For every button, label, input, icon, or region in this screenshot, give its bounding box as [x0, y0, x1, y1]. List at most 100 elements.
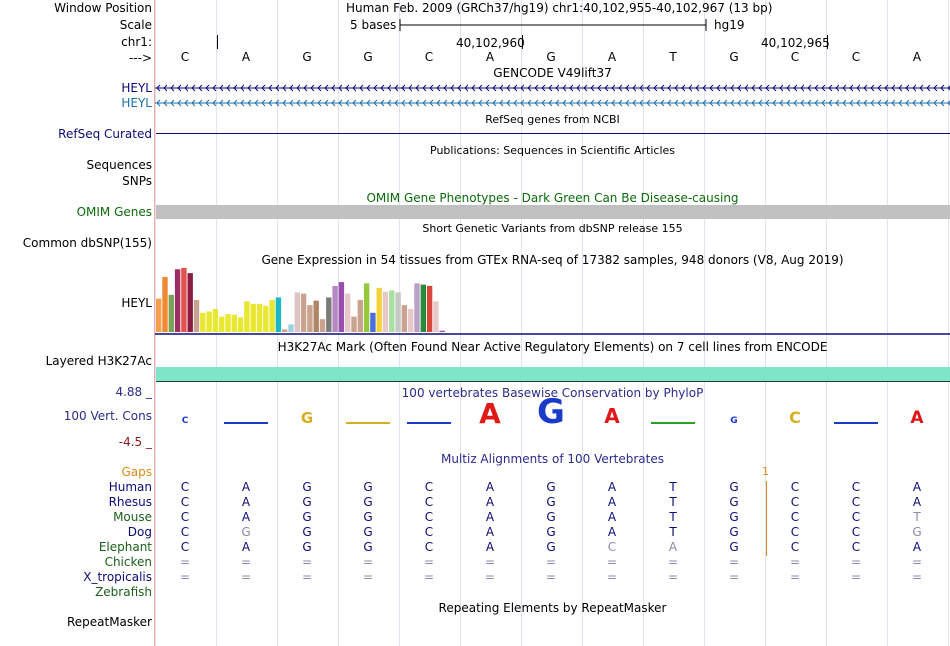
gtex-barchart[interactable] [155, 266, 950, 336]
species-label[interactable]: Chicken [104, 555, 152, 569]
gtex-tissue-bar[interactable] [212, 308, 219, 332]
gtex-tissue-bar[interactable] [395, 292, 401, 332]
species-label[interactable]: Elephant [98, 540, 152, 554]
gtex-tissue-bar[interactable] [294, 292, 300, 332]
strand-chevron [394, 99, 399, 107]
gaps-label[interactable]: Gaps [121, 465, 152, 479]
strand-chevron [716, 99, 721, 107]
strand-chevron [527, 84, 532, 92]
strand-chevron [618, 84, 623, 92]
gencode-gene-heyl-1[interactable]: HEYL [121, 81, 152, 95]
publications-label-snps[interactable]: SNPs [122, 174, 152, 188]
gtex-tissue-bar[interactable] [420, 284, 426, 332]
gtex-tissue-bar[interactable] [332, 285, 338, 332]
gtex-tissue-bar[interactable] [156, 298, 162, 332]
gtex-tissue-bar[interactable] [300, 293, 307, 332]
gtex-tissue-bar[interactable] [269, 300, 275, 332]
gtex-tissue-bar[interactable] [370, 312, 376, 332]
species-label[interactable]: Mouse [113, 510, 152, 524]
gencode-gene-heyl-2[interactable]: HEYL [121, 96, 152, 110]
publications-label-sequences[interactable]: Sequences [86, 158, 152, 172]
strand-chevron [436, 84, 441, 92]
alignment-base: = [423, 570, 435, 584]
gtex-tissue-bar[interactable] [282, 329, 288, 332]
refseq-title[interactable]: RefSeq genes from NCBI [485, 113, 620, 126]
gtex-tissue-bar[interactable] [401, 305, 408, 332]
omim-feature-bar[interactable] [156, 205, 950, 219]
gtex-tissue-bar[interactable] [256, 303, 263, 332]
gtex-tissue-bar[interactable] [237, 317, 244, 332]
gtex-tissue-bar[interactable] [326, 297, 332, 332]
strand-chevron [324, 99, 329, 107]
omim-title[interactable]: OMIM Gene Phenotypes - Dark Green Can Be… [366, 191, 739, 205]
gencode-gene-models[interactable] [155, 82, 950, 110]
alignment-base: G [729, 510, 739, 524]
gtex-tissue-bar[interactable] [263, 305, 269, 332]
gtex-tissue-bar[interactable] [193, 300, 200, 332]
multiz-title[interactable]: Multiz Alignments of 100 Vertebrates [440, 452, 665, 466]
gtex-tissue-bar[interactable] [162, 276, 168, 332]
gtex-tissue-bar[interactable] [376, 287, 382, 332]
publications-title[interactable]: Publications: Sequences in Scientific Ar… [430, 144, 675, 157]
gtex-tissue-bar[interactable] [168, 294, 174, 332]
strand-chevron [422, 84, 427, 92]
gtex-tissue-bar[interactable] [426, 285, 433, 332]
gtex-tissue-bar[interactable] [231, 314, 237, 332]
refseq-label[interactable]: RefSeq Curated [58, 127, 152, 141]
window-position-value[interactable]: Human Feb. 2009 (GRCh37/hg19) chr1:40,10… [346, 1, 773, 15]
species-label[interactable]: Dog [127, 525, 152, 539]
repeatmasker-label[interactable]: RepeatMasker [66, 615, 152, 629]
strand-chevron [849, 84, 854, 92]
gtex-tissue-bar[interactable] [219, 316, 225, 332]
gtex-gene-label[interactable]: HEYL [121, 296, 152, 310]
gtex-tissue-bar[interactable] [225, 314, 231, 332]
gtex-tissue-bar[interactable] [433, 301, 439, 332]
gtex-tissue-bar[interactable] [382, 291, 389, 332]
omim-label[interactable]: OMIM Genes [76, 205, 152, 219]
gtex-tissue-bar[interactable] [174, 269, 181, 332]
strand-chevron [611, 99, 616, 107]
strand-chevron [408, 99, 413, 107]
gtex-tissue-bar[interactable] [414, 283, 420, 332]
gtex-tissue-bar[interactable] [307, 305, 313, 332]
gtex-tissue-bar[interactable] [389, 290, 395, 332]
gtex-tissue-bar[interactable] [313, 300, 319, 332]
strand-chevron [254, 84, 259, 92]
gencode-title[interactable]: GENCODE V49lift37 [493, 66, 612, 80]
gtex-tissue-bar[interactable] [363, 283, 370, 332]
gtex-tissue-bar[interactable] [439, 330, 445, 332]
dbsnp-label[interactable]: Common dbSNP(155) [22, 236, 152, 250]
conservation-title[interactable]: 100 vertebrates Basewise Conservation by… [401, 386, 704, 400]
species-label[interactable]: Human [108, 480, 152, 494]
conservation-label[interactable]: 100 Vert. Cons [63, 409, 152, 423]
alignment-base: C [180, 495, 190, 509]
gtex-tissue-bar[interactable] [250, 303, 256, 332]
gtex-tissue-bar[interactable] [244, 301, 250, 332]
gtex-tissue-bar[interactable] [181, 268, 187, 332]
gtex-tissue-bar[interactable] [187, 273, 193, 332]
gtex-tissue-bar[interactable] [338, 282, 345, 332]
refseq-gene-line[interactable] [156, 133, 950, 134]
gtex-tissue-bar[interactable] [288, 324, 294, 332]
species-label[interactable]: X_tropicalis [83, 570, 152, 584]
repeatmasker-title[interactable]: Repeating Elements by RepeatMasker [438, 601, 667, 615]
gtex-tissue-bar[interactable] [206, 311, 212, 332]
species-label[interactable]: Zebrafish [95, 585, 152, 599]
species-label[interactable]: Rhesus [108, 495, 152, 509]
gtex-tissue-bar[interactable] [319, 319, 326, 332]
h3k27ac-signal-bar[interactable] [156, 367, 950, 381]
strand-chevron [233, 84, 238, 92]
alignment-base: C [180, 540, 190, 554]
gtex-title[interactable]: Gene Expression in 54 tissues from GTEx … [261, 253, 844, 267]
gtex-tissue-bar[interactable] [351, 316, 357, 332]
h3k27ac-label[interactable]: Layered H3K27Ac [45, 354, 152, 368]
gtex-tissue-bar[interactable] [357, 300, 363, 332]
strand-chevron [268, 99, 273, 107]
dbsnp-title[interactable]: Short Genetic Variants from dbSNP releas… [422, 222, 683, 235]
gtex-tissue-bar[interactable] [408, 308, 414, 332]
gtex-tissue-bar[interactable] [200, 312, 206, 332]
gtex-tissue-bar[interactable] [275, 297, 282, 332]
h3k27ac-title[interactable]: H3K27Ac Mark (Often Found Near Active Re… [277, 340, 828, 354]
gtex-tissue-bar[interactable] [345, 293, 351, 332]
